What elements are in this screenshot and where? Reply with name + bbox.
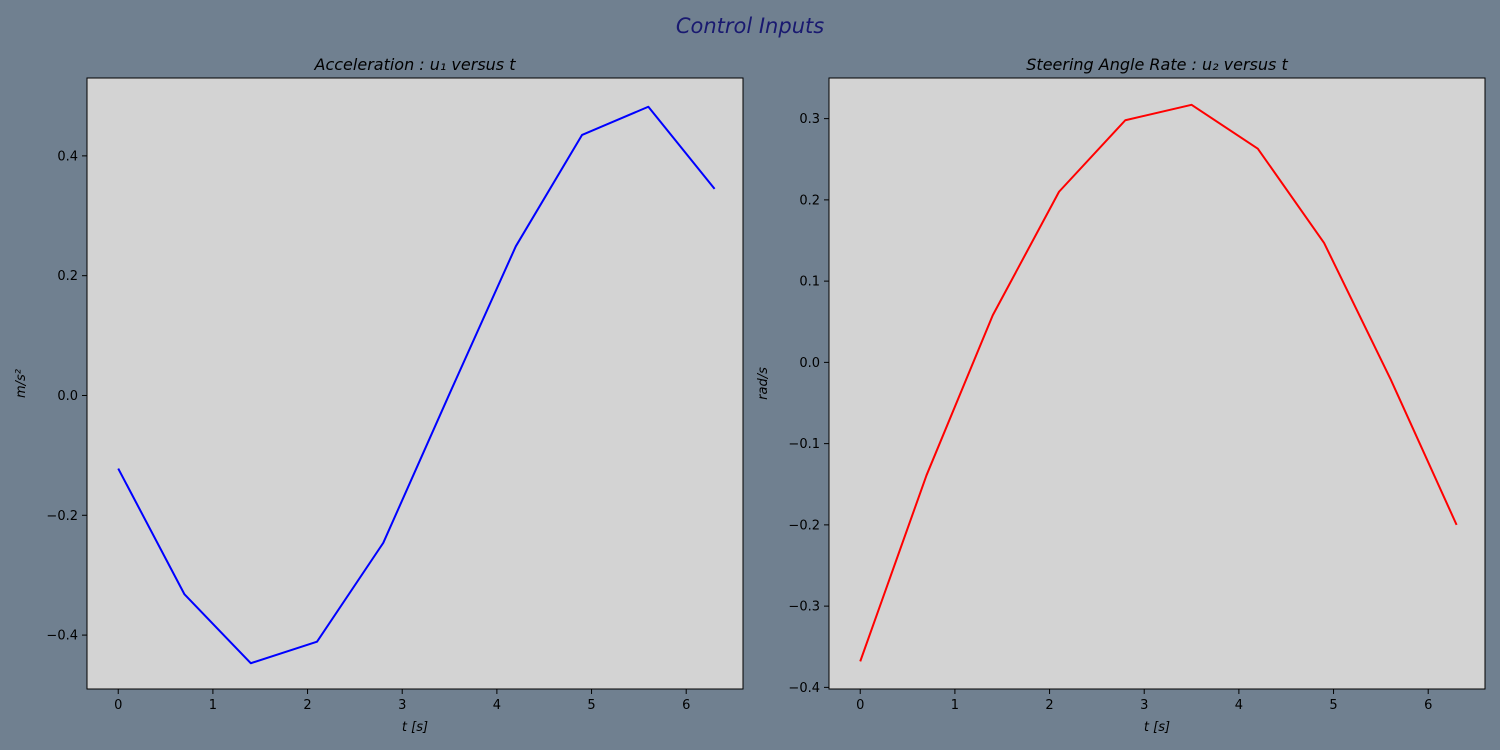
acceleration-marks	[117, 105, 716, 665]
acceleration-y-axis-label: m/s²	[14, 369, 29, 398]
steering-y-axis-label: rad/s	[756, 367, 771, 400]
acceleration-y-tick-label: 0.2	[57, 269, 78, 284]
figure-title: Control Inputs	[676, 14, 824, 38]
steering-x-axis-label: t [s]	[1144, 720, 1170, 735]
steering-y-tick-label: −0.1	[788, 437, 820, 452]
acceleration-x-axis-label: t [s]	[402, 720, 428, 735]
steering-plot-area	[829, 78, 1485, 689]
steering-x-tick-label: 0	[856, 698, 864, 713]
acceleration-x-tick-label: 1	[209, 698, 217, 713]
acceleration-y-tick-label: −0.2	[46, 509, 78, 524]
acceleration-x-tick-label: 0	[114, 698, 122, 713]
steering-axes-title: Steering Angle Rate : u₂ versus t	[1026, 55, 1288, 74]
acceleration-x-tick-label: 5	[587, 698, 595, 713]
steering-marks	[859, 103, 1458, 662]
steering-x-tick-label: 2	[1045, 698, 1053, 713]
steering-y-tick-label: −0.2	[788, 518, 820, 533]
steering-x-tick-label: 5	[1329, 698, 1337, 713]
acceleration-axes-title: Acceleration : u₁ versus t	[314, 55, 517, 74]
acceleration-axes: Acceleration : u₁ versus t t [s] m/s² 0 1…	[14, 55, 744, 735]
steering-y-tick-label: 0.0	[799, 356, 820, 371]
steering-y-tick-label: 0.1	[799, 275, 820, 290]
acceleration-series-line	[117, 105, 716, 665]
steering-x-tick-label: 4	[1235, 698, 1243, 713]
steering-y-tick-label: −0.4	[788, 681, 820, 696]
acceleration-ticks: 0 1 2 3 4 5 6 −0.4 −0.2 0.0 0.2 0.4	[46, 149, 690, 713]
steering-x-tick-label: 1	[951, 698, 959, 713]
steering-x-tick-label: 6	[1424, 698, 1432, 713]
steering-axes-frame	[828, 77, 1486, 690]
acceleration-y-tick-label: 0.4	[57, 149, 78, 164]
acceleration-axes-frame	[86, 77, 744, 690]
acceleration-x-tick-label: 4	[493, 698, 501, 713]
steering-x-tick-label: 3	[1140, 698, 1148, 713]
steering-y-tick-label: 0.3	[799, 112, 820, 127]
acceleration-plot-area	[87, 78, 743, 689]
steering-series-line	[859, 103, 1458, 662]
steering-y-tick-label: −0.3	[788, 600, 820, 615]
acceleration-y-tick-label: −0.4	[46, 629, 78, 644]
steering-y-tick-label: 0.2	[799, 193, 820, 208]
acceleration-x-tick-label: 2	[303, 698, 311, 713]
steering-axes: Steering Angle Rate : u₂ versus t t [s] …	[756, 55, 1486, 735]
acceleration-x-tick-label: 3	[398, 698, 406, 713]
acceleration-y-tick-label: 0.0	[57, 389, 78, 404]
steering-ticks: 0 1 2 3 4 5 6 −0.4 −0.3 −0.2 −0.1 0.0 0.1 0.2 0.3	[788, 112, 1432, 713]
acceleration-x-tick-label: 6	[682, 698, 690, 713]
